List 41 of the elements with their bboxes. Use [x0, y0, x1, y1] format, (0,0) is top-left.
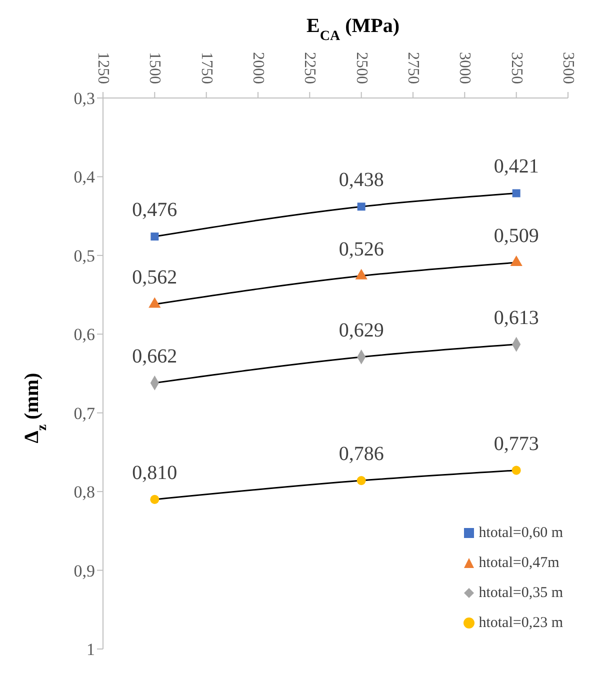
- data-label: 0,662: [132, 345, 178, 368]
- x-tick-label: 1750: [198, 52, 215, 84]
- data-label: 0,613: [494, 306, 539, 329]
- point: [150, 494, 160, 504]
- chart-title: E$_{CA}$ (MPa): [306, 15, 400, 44]
- data-label: 0,773: [494, 432, 539, 455]
- data-label: 0,476: [132, 199, 178, 222]
- x-tick-label: 3500: [560, 52, 576, 84]
- y-tick-label: 0,8: [74, 482, 95, 502]
- data-label: 0,629: [338, 319, 384, 342]
- y-tick-label: 0,9: [74, 561, 95, 580]
- point: [357, 202, 366, 211]
- y-tick-label: 0,5: [74, 246, 95, 266]
- x-tick-label: 3250: [508, 52, 525, 84]
- point: [512, 189, 520, 198]
- x-tick-label: 2250: [301, 52, 318, 84]
- y-tick-label: 0,7: [74, 404, 96, 423]
- legend-label: htotal=0,47m: [478, 554, 560, 572]
- x-tick-label: 1250: [94, 52, 112, 84]
- x-tick-label: 2500: [352, 52, 370, 84]
- data-label: 0,438: [338, 169, 384, 192]
- data-label: 0,810: [132, 462, 178, 484]
- legend-label: htotal=0,60 m: [478, 524, 563, 542]
- x-tick-label: 2750: [404, 52, 422, 84]
- legend-label: htotal=0,35 m: [478, 584, 563, 602]
- y-tick-label: 0,4: [74, 168, 96, 187]
- point: [512, 466, 521, 475]
- legend-label: htotal=0,23 m: [478, 614, 563, 632]
- data-label: 0,562: [132, 266, 178, 289]
- y-tick-label: 0,6: [74, 325, 95, 344]
- data-label: 0,421: [494, 156, 539, 178]
- x-tick-label: 2000: [250, 52, 266, 84]
- data-label: 0,526: [338, 238, 384, 260]
- data-label: 0,786: [338, 443, 384, 466]
- data-label: 0,509: [494, 225, 539, 247]
- point: [356, 476, 366, 486]
- y-tick-label: 1: [86, 640, 95, 660]
- point: [150, 232, 159, 241]
- y-tick-label: 0,3: [74, 89, 95, 108]
- x-tick-label: 1500: [146, 52, 164, 84]
- x-tick-label: 3000: [456, 52, 474, 84]
